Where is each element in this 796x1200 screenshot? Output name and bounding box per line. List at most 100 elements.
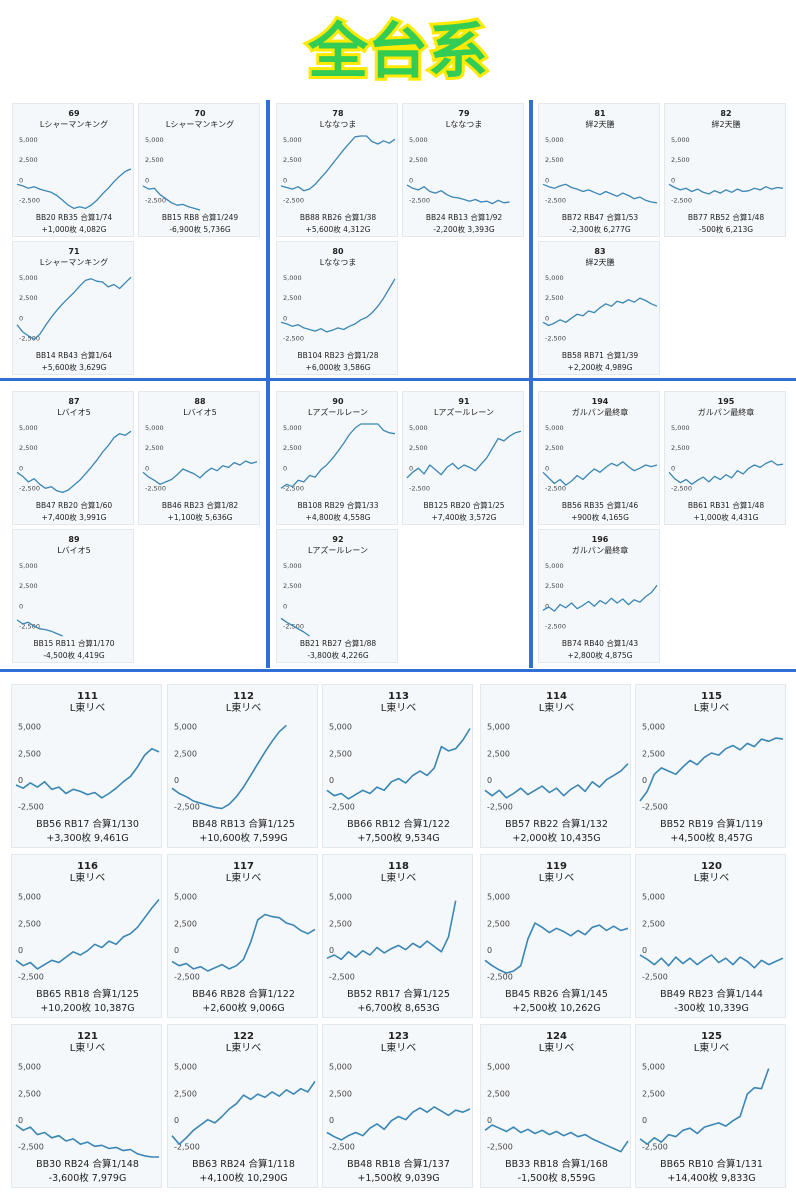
chart-card-89: 89 Lバイオ5 5,000 2,500 0 -2,500 BB15 RB11 合算1/17… <box>12 529 134 663</box>
chart-result: +14,400枚 9,833G <box>667 1172 755 1184</box>
y-tick-label: -2,500 <box>18 803 44 812</box>
chart-card-120: 120 L東リベ 5,000 2,500 0 -2,500 BB49 RB23 合算1/14… <box>635 854 786 1018</box>
y-tick-label: 2,500 <box>19 582 38 590</box>
y-tick-label: 0 <box>409 464 413 472</box>
chart-result: -4,500枚 4,419G <box>43 650 105 660</box>
y-tick-label: 2,500 <box>545 582 564 590</box>
y-tick-label: -2,500 <box>145 484 166 492</box>
y-tick-label: 2,500 <box>487 919 510 928</box>
y-tick-label: -2,500 <box>19 622 40 630</box>
chart-stats: BB15 RB11 合算1/170 <box>33 638 114 648</box>
chart-title: L東リベ <box>381 1041 417 1054</box>
chart-title: L東リベ <box>381 871 417 884</box>
chart-svg-87: 87 Lバイオ5 5,000 2,500 0 -2,500 BB47 RB20 合算1/60… <box>16 397 132 522</box>
y-tick-label: 0 <box>409 176 413 184</box>
y-tick-label: -2,500 <box>409 484 430 492</box>
chart-result: +2,600枚 9,006G <box>202 1002 284 1014</box>
chart-result: -2,300枚 6,277G <box>569 224 631 234</box>
chart-result: +2,500枚 10,262G <box>512 1002 600 1014</box>
chart-result: +10,200枚 10,387G <box>40 1002 134 1014</box>
series-line <box>542 297 658 327</box>
y-tick-label: 0 <box>642 946 647 955</box>
y-tick-label: 0 <box>329 946 334 955</box>
chart-card-122: 122 L東リベ 5,000 2,500 0 -2,500 BB63 RB24 合算1/11… <box>167 1024 318 1188</box>
y-tick-label: -2,500 <box>642 973 668 982</box>
chart-card-70: 70 Lシャーマンキング 5,000 2,500 0 -2,500 BB15 RB8 合算1… <box>138 103 260 237</box>
y-tick-label: 2,500 <box>642 919 665 928</box>
y-tick-label: -2,500 <box>329 803 355 812</box>
chart-number: 121 <box>77 1031 98 1042</box>
y-tick-label: 5,000 <box>145 424 164 432</box>
y-tick-label: -2,500 <box>642 1143 668 1152</box>
y-tick-label: 5,000 <box>329 893 352 902</box>
chart-result: +5,600枚 4,312G <box>306 224 371 234</box>
chart-title: Lななつま <box>320 120 356 129</box>
chart-title: L東リベ <box>226 871 262 884</box>
chart-card-196: 196 ガルパン最終章 5,000 2,500 0 -2,500 BB74 RB40 合算1… <box>538 529 660 663</box>
chart-stats: BB65 RB18 合算1/125 <box>36 988 139 1000</box>
y-tick-label: 2,500 <box>487 1089 510 1098</box>
chart-card-92: 92 Lアズールレーン 5,000 2,500 0 -2,500 BB21 RB27 合算1… <box>276 529 398 663</box>
chart-title: L東リベ <box>381 701 417 714</box>
chart-stats: BB65 RB10 合算1/131 <box>660 1158 763 1170</box>
chart-result: +7,400枚 3,572G <box>432 512 497 522</box>
y-tick-label: 2,500 <box>18 749 41 758</box>
chart-card-69: 69 Lシャーマンキング 5,000 2,500 0 -2,500 BB20 RB35 合算… <box>12 103 134 237</box>
chart-stats: BB56 RB17 合算1/130 <box>36 818 139 830</box>
chart-title: L東リベ <box>539 1041 575 1054</box>
chart-result: +5,600枚 3,629G <box>42 362 107 372</box>
chart-card-90: 90 Lアズールレーン 5,000 2,500 0 -2,500 BB108 RB29 合算… <box>276 391 398 525</box>
y-tick-label: 5,000 <box>329 1063 352 1072</box>
y-tick-label: 0 <box>487 946 492 955</box>
y-tick-label: 2,500 <box>671 444 690 452</box>
y-tick-label: 2,500 <box>174 919 197 928</box>
y-tick-label: -2,500 <box>174 803 200 812</box>
chart-number: 92 <box>332 535 343 544</box>
y-tick-label: -2,500 <box>487 803 513 812</box>
y-tick-label: -2,500 <box>283 196 304 204</box>
y-tick-label: 5,000 <box>174 1063 197 1072</box>
series-line <box>484 922 629 974</box>
chart-title: L東リベ <box>70 1041 106 1054</box>
y-tick-label: 2,500 <box>329 919 352 928</box>
series-line <box>406 430 522 479</box>
chart-stats: BB15 RB8 合算1/249 <box>162 212 239 222</box>
y-tick-label: -2,500 <box>145 196 166 204</box>
series-line <box>542 461 658 486</box>
y-tick-label: 2,500 <box>329 749 352 758</box>
chart-number: 122 <box>233 1031 254 1042</box>
chart-number: 70 <box>194 109 206 118</box>
y-tick-label: 5,000 <box>671 424 690 432</box>
chart-title: 絆2天膳 <box>585 257 614 267</box>
chart-card-71: 71 Lシャーマンキング 5,000 2,500 0 -2,500 BB14 RB43 合算… <box>12 241 134 375</box>
y-tick-label: 2,500 <box>283 294 302 302</box>
chart-result: +4,100枚 10,290G <box>199 1172 287 1184</box>
chart-stats: BB58 RB71 合算1/39 <box>562 350 639 360</box>
chart-number: 90 <box>332 397 344 406</box>
chart-number: 119 <box>546 861 567 872</box>
y-tick-label: 5,000 <box>329 723 352 732</box>
y-tick-label: 2,500 <box>487 749 510 758</box>
y-tick-label: -2,500 <box>18 1143 44 1152</box>
chart-number: 115 <box>701 691 722 702</box>
y-tick-label: 0 <box>174 1116 179 1125</box>
y-tick-label: 0 <box>283 314 287 322</box>
chart-card-88: 88 Lバイオ5 5,000 2,500 0 -2,500 BB46 RB23 合算1/82… <box>138 391 260 525</box>
y-tick-label: 2,500 <box>174 749 197 758</box>
chart-card-123: 123 L東リベ 5,000 2,500 0 -2,500 BB48 RB18 合算1/13… <box>322 1024 473 1188</box>
chart-card-111: 111 L東リベ 5,000 2,500 0 -2,500 BB56 RB17 合算1/13… <box>11 684 162 848</box>
y-tick-label: 5,000 <box>642 1063 665 1072</box>
y-tick-label: 0 <box>18 1116 23 1125</box>
chart-stats: BB125 RB20 合算1/25 <box>423 500 504 510</box>
series-line <box>171 913 316 972</box>
y-tick-label: 2,500 <box>283 582 302 590</box>
chart-card-83: 83 絆2天膳 5,000 2,500 0 -2,500 BB58 RB71 合算1/39 +… <box>538 241 660 375</box>
